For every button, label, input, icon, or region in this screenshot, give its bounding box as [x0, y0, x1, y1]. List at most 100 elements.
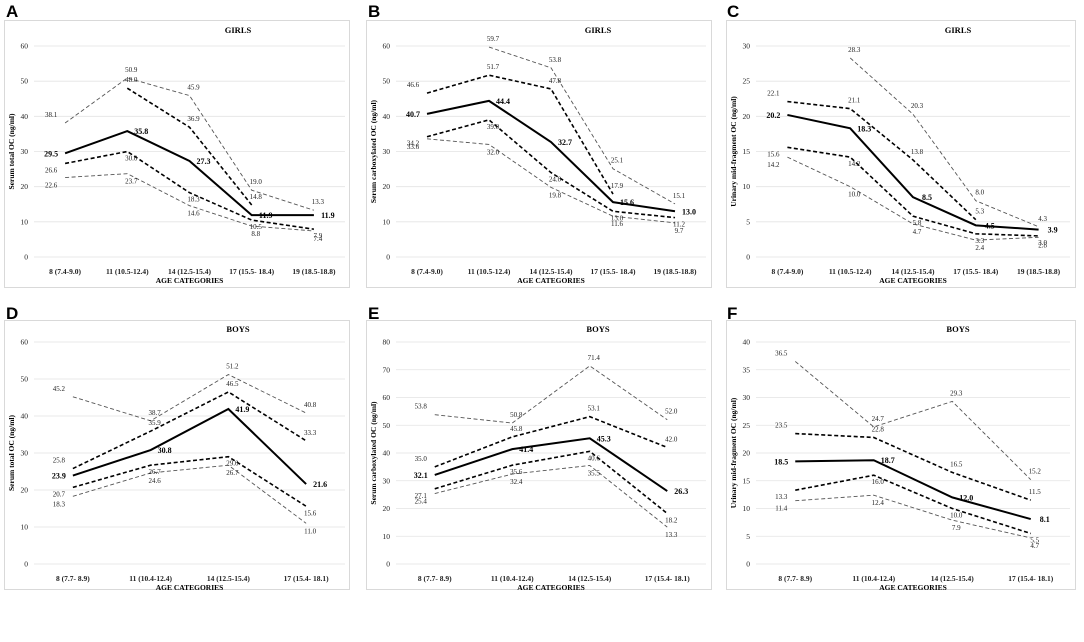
panel-a-data-label: 14.6	[187, 210, 200, 218]
panel-f-data-label: 15.2	[1029, 468, 1042, 476]
panel-d-series-outer-line	[72, 374, 307, 422]
panel-a-data-label: 50.9	[125, 66, 138, 74]
panel-f-series-outer-line	[795, 494, 1031, 539]
panel-f-xtick-label: 8 (7.7- 8.9)	[778, 574, 812, 583]
panel-e-ytick-label: 40	[383, 449, 391, 458]
panel-b-data-label: 40.7	[406, 110, 420, 119]
panel-d-data-label: 11.0	[304, 527, 316, 535]
panel-letter-e: E	[368, 304, 380, 323]
panel-e-group-title: BOYS	[586, 324, 609, 334]
panel-f-series-outer-line	[794, 361, 1032, 480]
panel-a-series-outer-line	[65, 173, 314, 232]
panel-b-data-label: 25.1	[611, 157, 624, 165]
panel-b-xtick-label: 19 (18.5-18.8)	[653, 267, 697, 276]
panel-e-series-inner-line	[434, 415, 668, 468]
panel-c-data-label: 10.0	[848, 191, 861, 199]
panel-b-data-label: 44.4	[496, 97, 510, 106]
panel-a-data-label: 29.5	[44, 149, 58, 158]
panel-a-data-label: 13.3	[312, 198, 325, 206]
panel-a-ytick-label: 0	[24, 253, 28, 262]
panel-e-ytick-label: 30	[383, 476, 391, 485]
panel-e-series-inner-line	[434, 450, 668, 515]
panel-c-data-label: 3.0	[1038, 239, 1047, 247]
panel-a-xtick-label: 17 (15.5- 18.4)	[229, 267, 274, 276]
panel-c-data-label: 5.3	[975, 208, 984, 216]
panel-f-xtick-label: 14 (12.5-15.4)	[931, 574, 975, 583]
panel-c-data-label: 4.3	[1038, 215, 1047, 223]
panel-c-data-label: 18.3	[857, 124, 871, 133]
panel-frame-c	[726, 20, 1076, 288]
panel-d-ytick-label: 10	[21, 523, 29, 532]
panel-b-data-label: 51.7	[487, 63, 500, 71]
panel-f-data-label: 11.4	[775, 505, 787, 513]
panel-a-data-label: 7.4	[314, 235, 323, 243]
panel-frame-d	[4, 320, 350, 590]
panel-a-series-inner-line	[126, 87, 253, 206]
panel-e-data-label: 32.4	[510, 478, 523, 486]
panel-d-data-label: 23.9	[52, 472, 66, 481]
panel-c-ytick-label: 15	[743, 147, 751, 156]
panel-b-series-inner-line	[426, 74, 614, 195]
panel-f-data-label: 7.9	[952, 524, 961, 532]
panel-f-ytick-label: 25	[743, 421, 751, 430]
panel-c-xtick-label: 11 (10.5-12.4)	[829, 267, 872, 276]
panel-d-data-label: 33.3	[304, 429, 317, 437]
panel-c-data-label: 14.2	[767, 161, 780, 169]
panel-f-data-label: 23.5	[775, 422, 788, 430]
panel-e-data-label: 45.3	[597, 434, 611, 443]
panel-f-data-label: 16.5	[950, 460, 963, 468]
panel-d-data-label: 21.6	[313, 480, 327, 489]
panel-letter-f: F	[727, 304, 738, 323]
panel-f-data-label: 29.3	[950, 389, 963, 397]
panel-b-xlabel: AGE CATEGORIES	[517, 276, 585, 285]
panel-f-series-inner-line	[795, 432, 1032, 501]
panel-c-group-title: GIRLS	[945, 25, 972, 35]
panel-a-xtick-label: 8 (7.4-9.0)	[49, 267, 81, 276]
panel-e-data-label: 35.5	[588, 469, 601, 477]
panel-d-ytick-label: 20	[21, 486, 29, 495]
panel-c-data-label: 15.6	[767, 150, 780, 158]
panel-d-data-label: 25.8	[53, 457, 66, 465]
panel-a-ylabel: Serum total OC (ng/ml)	[7, 113, 16, 190]
panel-d-data-label: 38.7	[149, 409, 162, 417]
panel-c-data-label: 14.2	[848, 160, 861, 168]
panel-d-series-outer-line	[72, 464, 307, 524]
panel-b-xtick-label: 14 (12.5-15.4)	[529, 267, 573, 276]
panel-a-data-label: 11.9	[321, 211, 335, 220]
panel-b-data-label: 32.0	[487, 148, 500, 156]
panel-d-data-label: 45.2	[53, 385, 66, 393]
panel-a-data-label: 18.3	[187, 196, 200, 204]
panel-d-data-label: 40.8	[304, 401, 317, 409]
panel-c-data-label: 2.4	[975, 244, 984, 252]
panel-f-data-label: 11.5	[1029, 488, 1041, 496]
panel-a-xtick-label: 14 (12.5-15.4)	[168, 267, 212, 276]
panel-letter-c: C	[727, 2, 740, 21]
panel-b-data-label: 11.6	[611, 220, 623, 228]
panel-c-ylabel: Urinary mid-fragment OC (ng/ml)	[729, 96, 738, 207]
panel-d-ytick-label: 30	[21, 449, 29, 458]
panel-a-group-title: GIRLS	[225, 25, 252, 35]
panel-a-data-label: 26.6	[45, 166, 58, 174]
panel-e-ytick-label: 70	[383, 365, 391, 374]
panel-c-xtick-label: 14 (12.5-15.4)	[891, 267, 935, 276]
panel-e-xtick-label: 11 (10.4-12.4)	[491, 574, 534, 583]
panel-c-xtick-label: 17 (15.5- 18.4)	[953, 267, 998, 276]
panel-a-data-label: 22.6	[45, 182, 58, 190]
panel-f-data-label: 16.0	[872, 478, 885, 486]
panel-b-ytick-label: 50	[383, 77, 391, 86]
panel-d-xtick-label: 8 (7.7- 8.9)	[56, 574, 90, 583]
panel-c-ytick-label: 30	[743, 42, 751, 51]
panel-a-data-label: 10.5	[250, 223, 263, 231]
panel-a-ytick-label: 40	[21, 112, 29, 121]
panel-f-xtick-label: 11 (10.4-12.4)	[852, 574, 895, 583]
panel-b-data-label: 15.6	[620, 198, 634, 207]
panel-f-ytick-label: 5	[746, 532, 750, 541]
panel-f-data-label: 4.7	[1030, 542, 1039, 550]
panel-b-ylabel: Serum carboxylated OC (ng/ml)	[369, 99, 378, 203]
panel-e-xtick-label: 17 (15.4- 18.1)	[645, 574, 690, 583]
panel-d-data-label: 29.0	[226, 460, 239, 468]
panel-a-data-label: 36.9	[187, 115, 200, 123]
panel-c-ytick-label: 25	[743, 77, 751, 86]
panel-d-data-label: 30.8	[158, 446, 172, 455]
panel-c-data-label: 3.3	[975, 237, 984, 245]
